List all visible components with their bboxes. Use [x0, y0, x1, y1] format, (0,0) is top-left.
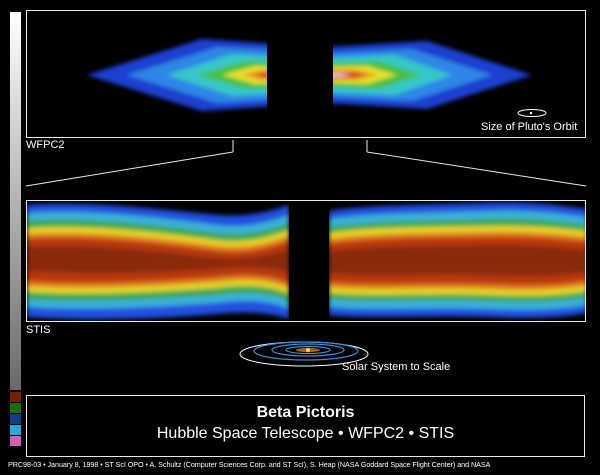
pluto-orbit-ellipse [517, 109, 547, 117]
credit-line: PRC98-03 • January 8, 1998 • ST ScI OPO … [8, 460, 491, 469]
zoom-connector-lines [25, 140, 587, 187]
color-swatch-cyan [10, 425, 21, 435]
stis-panel [26, 200, 586, 322]
color-swatch-brown [10, 392, 21, 402]
solar-system-orbits [239, 341, 369, 367]
stis-disk-image [27, 202, 585, 320]
stis-label: STIS [26, 324, 51, 336]
color-swatch-blue [10, 414, 21, 424]
caption-subtitle: Hubble Space Telescope • WFPC2 • STIS [156, 425, 455, 442]
pluto-orbit-label: Size of Pluto's Orbit [481, 121, 578, 133]
wfpc2-disk-image [87, 39, 532, 111]
caption-title: Beta Pictoris [256, 404, 355, 421]
wfpc2-label: WFPC2 [26, 139, 65, 151]
color-swatch-green [10, 403, 21, 413]
solar-system-label: Solar System to Scale [342, 361, 451, 373]
color-scale-gradient [10, 12, 21, 390]
wfpc2-panel: Size of Pluto's Orbit [26, 10, 586, 138]
color-swatch-pink [10, 436, 21, 446]
caption-box: Beta Pictoris Hubble Space Telescope • W… [26, 395, 585, 457]
